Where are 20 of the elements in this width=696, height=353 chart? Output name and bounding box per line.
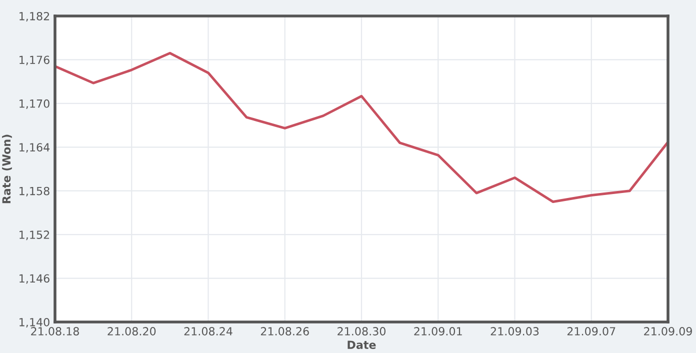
y-tick-label: 1,176 bbox=[20, 56, 50, 66]
x-tick-label: 21.09.01 bbox=[414, 327, 462, 336]
x-tick-label: 21.08.30 bbox=[338, 327, 386, 336]
y-tick-label: 1,164 bbox=[20, 143, 50, 153]
y-tick-label: 1,182 bbox=[20, 12, 50, 22]
x-tick-label: 21.08.24 bbox=[184, 327, 232, 336]
y-tick-label: 1,146 bbox=[20, 274, 50, 284]
x-tick-label: 21.08.18 bbox=[31, 327, 79, 336]
line-series bbox=[55, 52, 668, 204]
y-tick-label: 1,170 bbox=[20, 99, 50, 109]
y-tick-label: 1,140 bbox=[20, 318, 50, 328]
x-tick-label: 21.09.07 bbox=[567, 327, 616, 336]
y-axis-title: Rate (Won) bbox=[2, 134, 12, 204]
x-tick-label: 21.09.09 bbox=[644, 327, 692, 336]
x-tick-label: 21.08.26 bbox=[260, 327, 309, 336]
y-tick-label: 1,158 bbox=[20, 186, 50, 196]
x-tick-label: 21.08.20 bbox=[108, 327, 156, 336]
x-tick-label: 21.09.03 bbox=[490, 327, 539, 336]
y-tick-label: 1,152 bbox=[20, 230, 50, 240]
x-axis-title: Date bbox=[348, 340, 376, 349]
